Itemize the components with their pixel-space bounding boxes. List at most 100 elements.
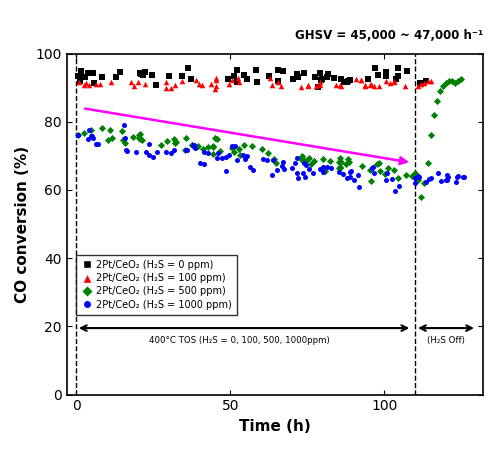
Point xyxy=(187,75,195,82)
Point xyxy=(394,174,402,181)
Point xyxy=(248,143,255,150)
Point xyxy=(403,67,411,75)
Point xyxy=(335,158,343,165)
Point xyxy=(336,81,344,88)
Point xyxy=(434,170,442,177)
Text: (H₂S Off): (H₂S Off) xyxy=(427,335,465,344)
Point xyxy=(370,170,377,177)
Point xyxy=(395,182,403,189)
Point xyxy=(211,135,219,142)
Point xyxy=(301,174,309,181)
Point xyxy=(310,158,318,165)
Point xyxy=(374,71,382,79)
Point xyxy=(337,75,345,83)
Point xyxy=(135,70,143,77)
Point xyxy=(375,159,383,167)
Point xyxy=(411,174,419,181)
Point xyxy=(89,135,97,142)
Point xyxy=(126,78,134,85)
Point xyxy=(234,75,242,82)
Point xyxy=(97,80,105,87)
Point xyxy=(445,77,453,84)
Point xyxy=(121,139,129,146)
Point xyxy=(236,145,244,153)
Point xyxy=(231,142,239,149)
Point xyxy=(167,84,175,92)
Point xyxy=(145,152,153,159)
Point xyxy=(246,163,254,170)
Point xyxy=(230,72,238,79)
Point xyxy=(298,157,306,164)
Point xyxy=(153,149,161,156)
Point xyxy=(453,174,461,181)
Point xyxy=(327,164,335,171)
Point xyxy=(182,147,190,154)
Point xyxy=(278,162,286,169)
Point xyxy=(141,69,149,76)
Point xyxy=(149,154,157,161)
Point xyxy=(344,174,352,181)
Point xyxy=(145,141,153,148)
Point xyxy=(216,148,224,155)
Point xyxy=(273,166,281,173)
Point xyxy=(391,188,399,195)
Point xyxy=(341,78,349,85)
Point xyxy=(279,158,287,166)
Point xyxy=(212,75,220,82)
Point xyxy=(346,169,354,176)
Point xyxy=(236,78,244,85)
Point xyxy=(236,151,244,158)
Point xyxy=(199,145,207,152)
Point xyxy=(425,176,433,183)
Point xyxy=(268,82,276,89)
Point xyxy=(92,140,100,147)
Point xyxy=(293,154,301,162)
Point xyxy=(258,155,266,162)
Point xyxy=(167,150,175,157)
Point xyxy=(390,167,398,174)
Y-axis label: CO conversion (%): CO conversion (%) xyxy=(15,145,30,303)
Point xyxy=(316,165,324,172)
Point xyxy=(214,150,222,157)
Point xyxy=(90,79,98,87)
Point xyxy=(367,81,374,88)
Point xyxy=(170,135,178,142)
Point xyxy=(213,155,221,162)
Point xyxy=(74,72,82,79)
Point xyxy=(367,81,374,88)
Point xyxy=(280,165,288,172)
Point xyxy=(191,144,199,151)
Point xyxy=(116,68,124,75)
Point xyxy=(362,83,370,90)
Point xyxy=(78,68,86,75)
Point xyxy=(319,155,327,162)
Point xyxy=(311,74,319,81)
Point xyxy=(251,66,259,74)
Point xyxy=(393,72,401,79)
Point xyxy=(243,75,251,83)
Point xyxy=(200,149,208,156)
Point xyxy=(241,155,249,163)
Point xyxy=(264,149,272,156)
Point xyxy=(171,140,179,147)
Point xyxy=(171,81,179,88)
Point xyxy=(344,156,352,163)
Point xyxy=(225,151,233,158)
Point xyxy=(108,134,116,141)
Point xyxy=(362,82,370,89)
Point xyxy=(92,81,100,88)
Point xyxy=(318,76,326,83)
Point xyxy=(420,79,428,86)
Point xyxy=(132,148,140,155)
Point xyxy=(427,77,435,84)
Text: GHSV = 45,000 ~ 47,000 h⁻¹: GHSV = 45,000 ~ 47,000 h⁻¹ xyxy=(295,29,483,42)
Point xyxy=(442,79,450,86)
Point xyxy=(324,70,332,78)
Point xyxy=(393,64,401,71)
Point xyxy=(222,167,230,174)
Point xyxy=(298,154,306,162)
Point xyxy=(346,173,354,180)
Point xyxy=(427,132,435,139)
Point xyxy=(181,146,189,154)
Point xyxy=(416,79,424,86)
